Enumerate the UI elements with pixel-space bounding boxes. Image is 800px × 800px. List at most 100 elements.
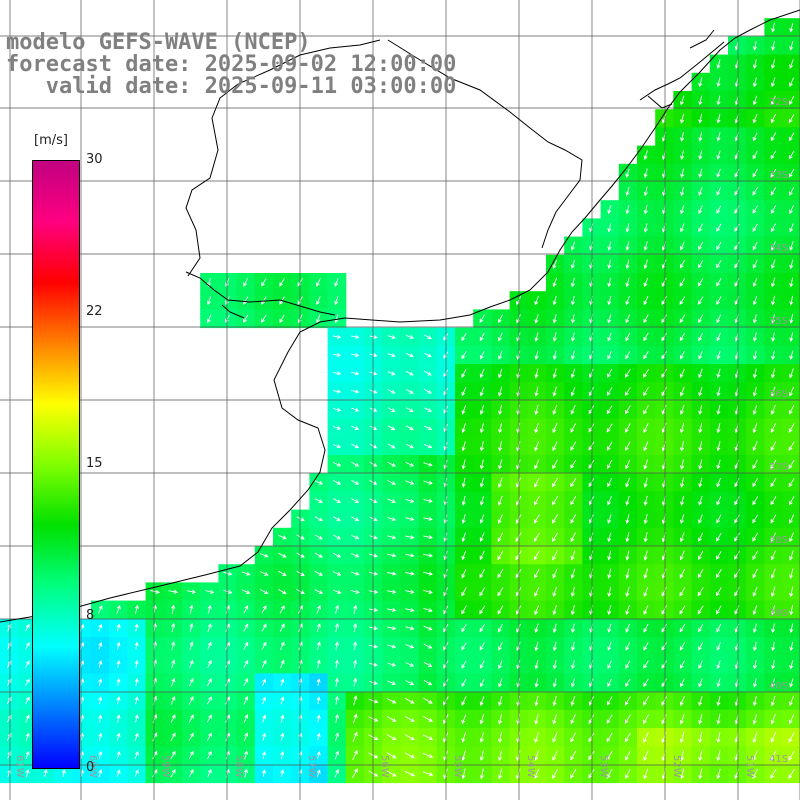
wind-arrow [643,750,649,762]
wind-arrow [332,425,342,430]
wind-arrow [661,350,667,360]
wind-arrow [552,477,559,488]
wind-arrow [716,678,721,688]
wind-arrow [334,677,339,687]
wind-arrow [152,750,158,760]
wind-arrow [570,277,575,288]
wind-arrow [461,477,466,488]
wind-arrow [643,168,648,179]
longitude-label: 61W [14,755,25,778]
wind-arrow [316,696,321,705]
wind-arrow [643,441,649,452]
wind-arrow [643,495,648,507]
wind-arrow [625,205,630,215]
wind-arrow [25,768,30,778]
wind-arrow [534,441,540,452]
wind-arrow [243,623,249,632]
wind-arrow [625,750,631,761]
latitude-label: 33S [769,170,788,181]
wind-arrow [404,770,416,777]
lagoon-outline [639,29,725,109]
wind-arrow [98,732,103,741]
wind-arrow [314,498,323,503]
wind-arrow [423,425,433,431]
wind-arrow [734,478,740,488]
wind-arrow [771,22,776,33]
wind-arrow [461,550,467,561]
wind-arrow [698,459,703,470]
wind-arrow [280,714,285,723]
wind-arrow [405,589,415,594]
wind-arrow [350,589,360,594]
wind-arrow [534,332,539,342]
wind-arrow [497,514,503,524]
wind-arrow [334,296,339,306]
wind-arrow [734,532,740,542]
wind-arrow [243,732,249,742]
wind-arrow [588,405,595,415]
wind-arrow [606,405,613,415]
wind-arrow [661,623,667,633]
wind-arrow [661,678,667,688]
wind-arrow [734,568,740,579]
wind-arrow [771,678,776,688]
wind-arrow [171,677,176,687]
wind-arrow [789,41,794,51]
wind-arrow [679,332,686,342]
wind-arrow [223,571,233,576]
wind-arrow [116,659,121,668]
wind-arrow [789,604,794,616]
wind-arrow [698,368,703,379]
colorbar-tick-0: 0 [86,760,95,775]
wind-arrow [387,334,396,339]
wind-arrow [770,496,777,506]
wind-arrow [643,660,649,669]
wind-arrow [278,552,287,558]
wind-arrow [770,568,776,579]
wind-arrow [259,571,269,576]
wind-arrow [98,660,103,668]
wind-arrow [479,441,484,452]
wind-arrow [261,659,267,669]
wind-arrow [680,477,685,488]
wind-arrow [680,186,685,197]
wind-arrow [570,332,576,342]
wind-arrow [116,623,121,632]
model-title: modelo GEFS-WAVE (NCEP) [6,30,311,55]
wind-arrow [534,568,540,579]
wind-arrow [588,732,595,743]
wind-arrow [534,586,540,597]
wind-arrow [679,259,685,269]
wind-arrow [225,696,230,705]
latitude-label: 34S [769,243,788,254]
wind-arrow [661,731,667,743]
wind-arrow [280,750,285,759]
wind-arrow [316,714,321,723]
wind-arrow [698,496,703,506]
wind-arrow [206,696,212,705]
wind-arrow [479,714,485,725]
wind-arrow [534,404,539,416]
wind-arrow [189,622,194,633]
wind-arrow [386,571,397,576]
wind-arrow [351,498,360,503]
wind-arrow [643,586,649,597]
wind-arrow [423,480,433,485]
wind-arrow [189,659,194,669]
wind-arrow [423,571,434,576]
wind-arrow [534,368,539,379]
wind-arrow [134,732,139,741]
wind-arrow [789,386,795,397]
wind-arrow [134,641,139,650]
wind-arrow [314,570,324,576]
wind-arrow [789,59,794,69]
wind-arrow [351,461,360,467]
wind-arrow [607,314,612,324]
wind-arrow [424,370,432,376]
wind-arrow [661,750,667,762]
wind-arrow [570,532,576,543]
wind-arrow [625,678,631,688]
wind-arrow [679,714,685,725]
wind-arrow [98,696,103,705]
wind-arrow [479,404,485,415]
